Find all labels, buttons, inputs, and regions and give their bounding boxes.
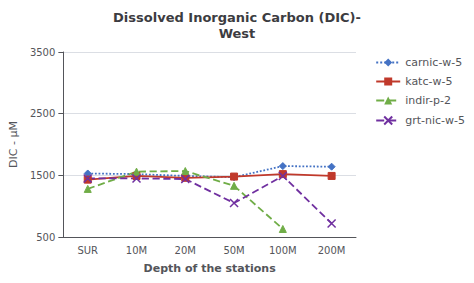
svg-text:DIC - μM: DIC - μM bbox=[7, 121, 20, 168]
svg-text:3500: 3500 bbox=[30, 47, 55, 58]
svg-text:grt-nic-w-5: grt-nic-w-5 bbox=[405, 114, 465, 127]
svg-text:1500: 1500 bbox=[30, 170, 55, 181]
svg-text:carnic-w-5: carnic-w-5 bbox=[405, 56, 462, 69]
svg-text:2500: 2500 bbox=[30, 108, 55, 119]
svg-text:Depth of the stations: Depth of the stations bbox=[144, 262, 277, 275]
svg-text:indir-p-2: indir-p-2 bbox=[405, 94, 451, 107]
svg-text:100M: 100M bbox=[269, 245, 297, 256]
svg-text:50M: 50M bbox=[223, 245, 244, 256]
svg-text:katc-w-5: katc-w-5 bbox=[405, 75, 452, 88]
svg-text:10M: 10M bbox=[126, 245, 147, 256]
svg-text:20M: 20M bbox=[175, 245, 196, 256]
svg-text:West: West bbox=[219, 26, 256, 41]
svg-text:500: 500 bbox=[36, 232, 55, 243]
svg-text:200M: 200M bbox=[318, 245, 346, 256]
svg-text:Dissolved Inorganic Carbon (DI: Dissolved Inorganic Carbon (DIC)- bbox=[113, 10, 361, 25]
svg-text:SUR: SUR bbox=[77, 245, 98, 256]
